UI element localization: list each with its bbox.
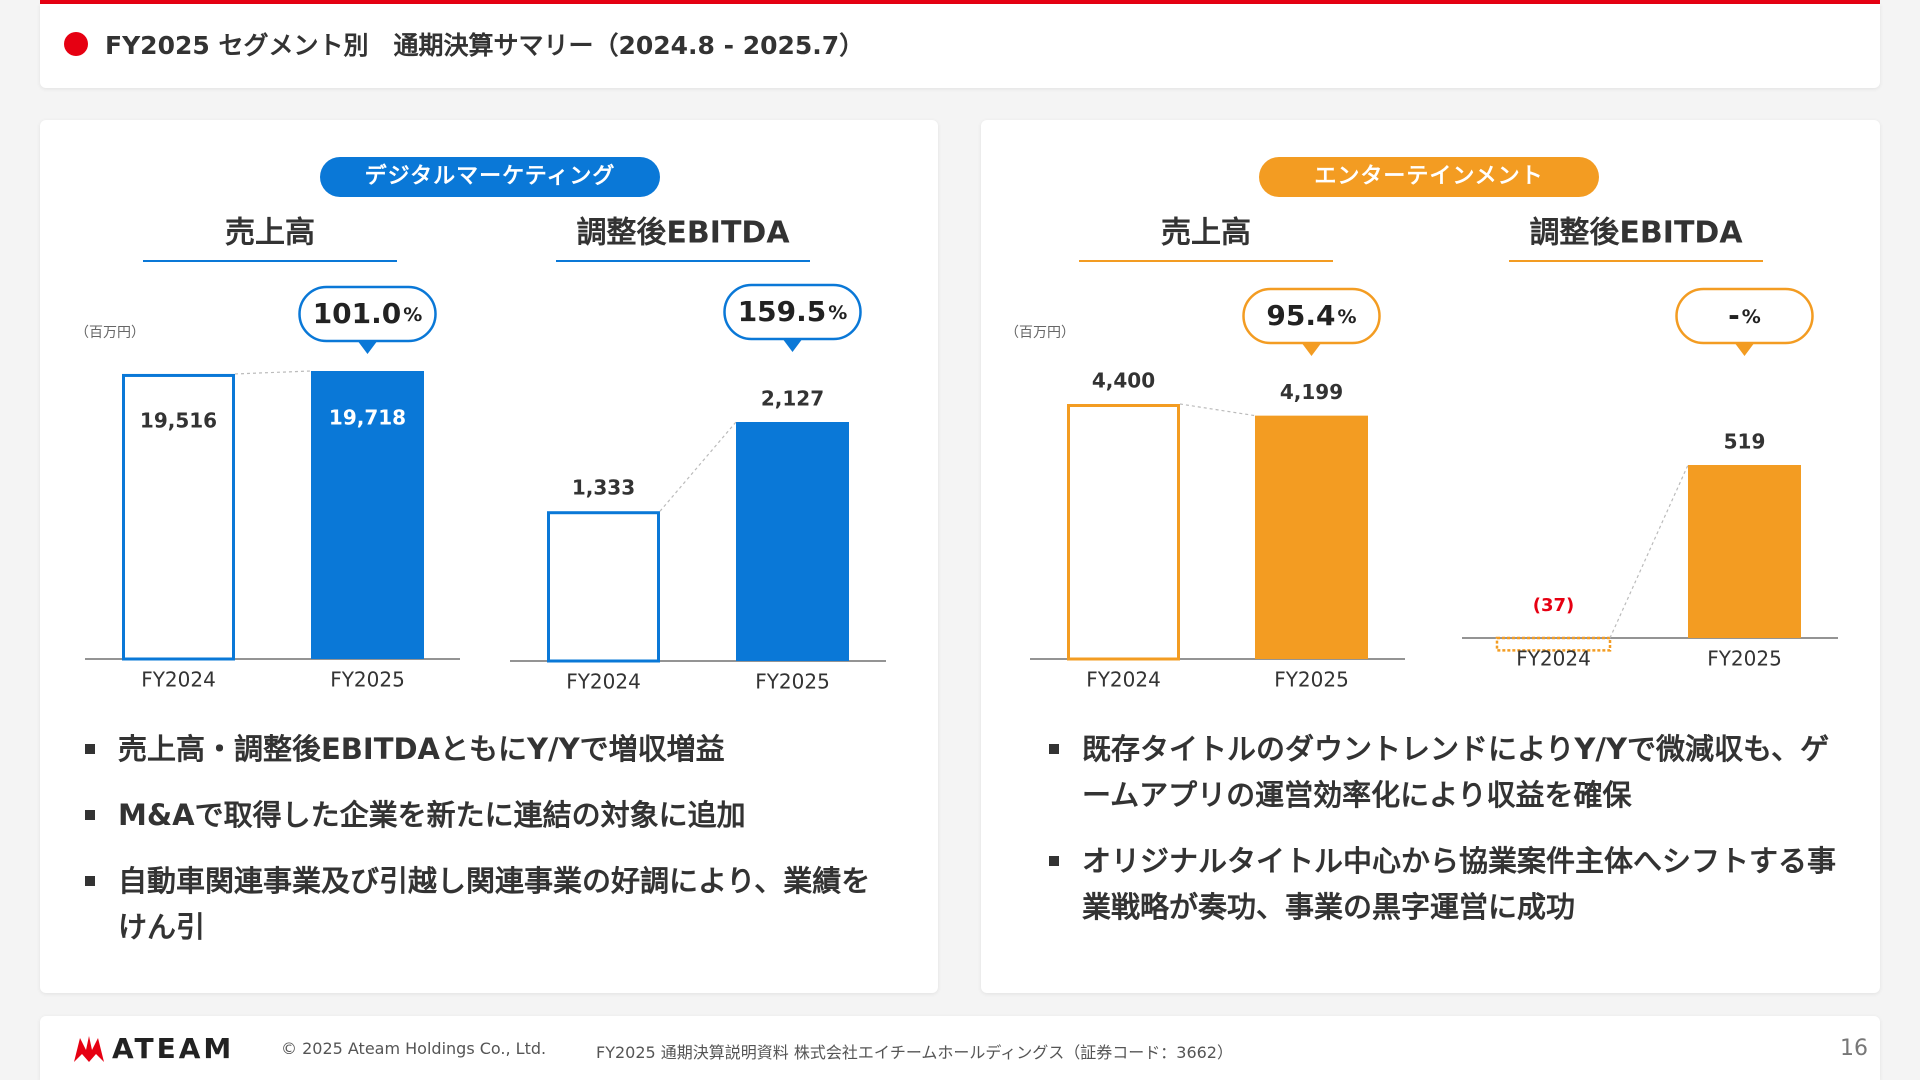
growth-number: 159.5 <box>738 295 827 328</box>
bullet-list: 既存タイトルのダウントレンドによりY/Yで微減収も、ゲームアプリの運営効率化によ… <box>1049 726 1842 950</box>
x-tick-label: FY2025 <box>755 670 830 694</box>
value-label: 2,127 <box>761 387 824 411</box>
bullet: 売上高・調整後EBITDAともにY/Yで増収増益 <box>85 726 878 772</box>
growth-badge <box>1242 287 1381 345</box>
connector <box>1179 403 1256 417</box>
growth-badge <box>298 285 437 343</box>
footer <box>40 1016 1880 1080</box>
value-label: 1,333 <box>572 476 635 500</box>
badge-pointer <box>783 340 802 352</box>
value-label: 4,199 <box>1280 380 1343 404</box>
growth-badge <box>1675 287 1814 345</box>
bullet: 自動車関連事業及び引越し関連事業の好調により、業績をけん引 <box>85 858 878 950</box>
logo-mark <box>74 1036 104 1062</box>
connector <box>234 370 312 375</box>
growth-number: 101.0 <box>313 297 402 330</box>
bar <box>1688 465 1801 638</box>
x-tick-label: FY2025 <box>330 668 405 692</box>
bullet: 既存タイトルのダウントレンドによりY/Yで微減収も、ゲームアプリの運営効率化によ… <box>1049 726 1842 818</box>
segment-label: デジタルマーケティング <box>320 157 660 197</box>
growth-unit: % <box>1742 306 1761 328</box>
growth-text: 159.5% <box>738 295 848 328</box>
bar <box>122 373 235 661</box>
unit-label: （百万円） <box>1005 325 1075 341</box>
growth-text: 95.4% <box>1266 299 1356 332</box>
top-accent <box>40 0 1880 4</box>
chart-title: 調整後EBITDA <box>1529 216 1743 251</box>
connector <box>1609 464 1689 639</box>
bar <box>547 511 660 663</box>
document-name: FY2025 通期決算説明資料 株式会社エイチームホールディングス（証券コード：… <box>596 1043 1233 1062</box>
bar <box>1067 404 1180 661</box>
growth-text: -% <box>1728 299 1761 332</box>
header-dot <box>64 32 88 56</box>
growth-unit: % <box>828 302 847 324</box>
value-label: 19,718 <box>329 406 406 430</box>
growth-number: - <box>1728 299 1740 332</box>
growth-unit: % <box>403 304 422 326</box>
value-label: 4,400 <box>1092 369 1155 393</box>
page-number: 16 <box>1840 1036 1868 1061</box>
x-tick-label: FY2024 <box>1086 668 1161 692</box>
value-label: 19,516 <box>140 408 217 432</box>
x-tick-label: FY2025 <box>1274 668 1349 692</box>
chart-title: 売上高 <box>225 216 315 251</box>
x-tick-label: FY2024 <box>566 670 641 694</box>
badge-pointer <box>1735 344 1754 356</box>
value-label: 519 <box>1724 430 1766 454</box>
growth-unit: % <box>1338 306 1357 328</box>
bar <box>311 371 424 659</box>
segment-label: エンターテインメント <box>1259 157 1599 197</box>
x-tick-label: FY2024 <box>141 668 216 692</box>
header <box>40 4 1880 88</box>
bullet: M&Aで取得した企業を新たに連結の対象に追加 <box>85 792 878 838</box>
badge-pointer <box>1302 344 1321 356</box>
connector <box>659 421 737 512</box>
charts: 売上高 （百万円） 19,516 FY2024 19,718 FY2025 101.0 % 調整… <box>75 216 1838 694</box>
bar <box>1495 636 1612 652</box>
x-tick-label: FY2024 <box>1516 647 1591 671</box>
growth-badge <box>723 283 862 341</box>
logo-text: ATEAM <box>112 1032 235 1065</box>
badge-pointer <box>358 342 377 354</box>
page-title: FY2025 セグメント別 通期決算サマリー（2024.8 - 2025.7） <box>105 31 865 60</box>
growth-number: 95.4 <box>1266 299 1335 332</box>
chart-title: 調整後EBITDA <box>576 216 790 251</box>
growth-text: 101.0% <box>313 297 423 330</box>
bar <box>736 422 849 661</box>
unit-label: （百万円） <box>75 325 145 341</box>
bullet-list: 売上高・調整後EBITDAともにY/Yで増収増益 M&Aで取得した企業を新たに連結… <box>85 726 878 970</box>
copyright: © 2025 Ateam Holdings Co., Ltd. <box>281 1039 547 1058</box>
bar <box>1255 415 1368 659</box>
chart-title: 売上高 <box>1161 216 1251 251</box>
x-tick-label: FY2025 <box>1707 647 1782 671</box>
bullet: オリジナルタイトル中心から協業案件主体へシフトする事業戦略が奏功、事業の黒字運営… <box>1049 838 1842 930</box>
value-label: (37) <box>1533 595 1575 616</box>
